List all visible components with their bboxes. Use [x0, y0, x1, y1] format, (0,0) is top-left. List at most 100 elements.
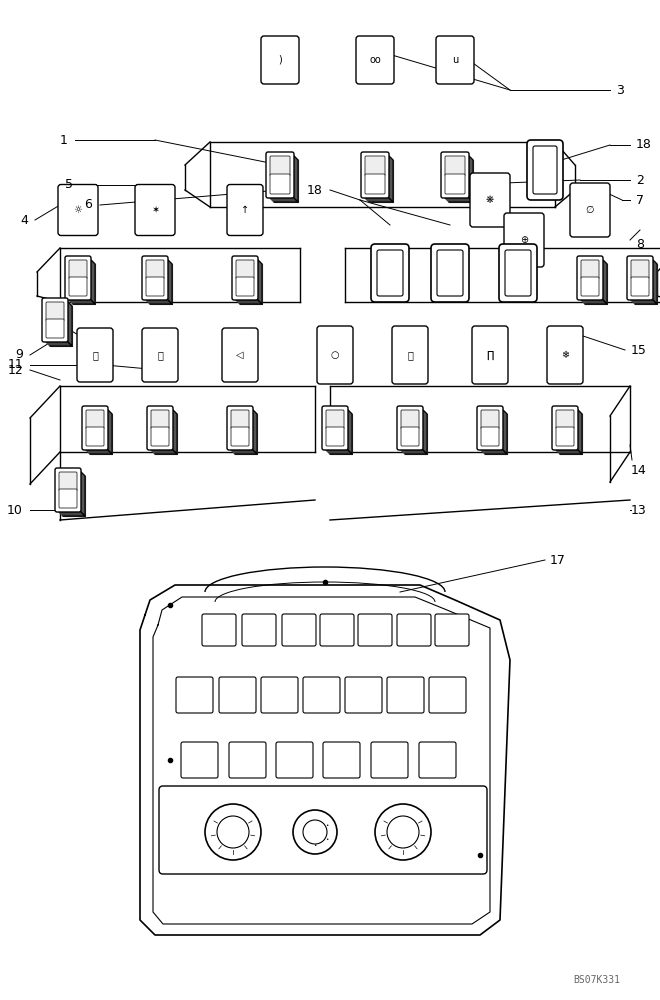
Polygon shape [467, 154, 473, 202]
FancyBboxPatch shape [481, 410, 499, 429]
Text: 7: 7 [636, 194, 644, 207]
Polygon shape [579, 298, 607, 304]
FancyBboxPatch shape [570, 183, 610, 237]
FancyBboxPatch shape [229, 742, 266, 778]
FancyBboxPatch shape [436, 36, 474, 84]
FancyBboxPatch shape [147, 406, 173, 450]
Text: BS07K331: BS07K331 [573, 975, 620, 985]
Polygon shape [240, 264, 262, 304]
FancyBboxPatch shape [477, 406, 503, 450]
Polygon shape [560, 414, 582, 454]
Polygon shape [44, 340, 72, 346]
FancyBboxPatch shape [142, 256, 168, 300]
FancyBboxPatch shape [146, 260, 164, 279]
FancyBboxPatch shape [320, 614, 354, 646]
Polygon shape [268, 196, 298, 202]
FancyBboxPatch shape [270, 174, 290, 194]
FancyBboxPatch shape [151, 427, 169, 446]
FancyBboxPatch shape [441, 152, 469, 198]
Text: •: • [325, 836, 329, 842]
Text: 8: 8 [636, 238, 644, 251]
FancyBboxPatch shape [435, 614, 469, 646]
FancyBboxPatch shape [445, 174, 465, 194]
FancyBboxPatch shape [401, 410, 419, 429]
Polygon shape [66, 300, 72, 346]
Polygon shape [635, 264, 657, 304]
Polygon shape [324, 448, 352, 454]
Polygon shape [67, 298, 95, 304]
Polygon shape [346, 408, 352, 454]
Text: ❋: ❋ [486, 195, 494, 205]
FancyBboxPatch shape [317, 326, 353, 384]
FancyBboxPatch shape [631, 260, 649, 279]
Polygon shape [449, 160, 473, 202]
Text: ◁: ◁ [236, 350, 244, 360]
Polygon shape [443, 196, 473, 202]
Polygon shape [144, 298, 172, 304]
FancyBboxPatch shape [356, 36, 394, 84]
FancyBboxPatch shape [581, 260, 599, 279]
FancyBboxPatch shape [401, 427, 419, 446]
Polygon shape [330, 414, 352, 454]
Text: ∏: ∏ [486, 350, 494, 360]
Polygon shape [106, 408, 112, 454]
Polygon shape [256, 258, 262, 304]
Text: u: u [452, 55, 458, 65]
FancyBboxPatch shape [202, 614, 236, 646]
Polygon shape [399, 448, 427, 454]
FancyBboxPatch shape [387, 677, 424, 713]
Polygon shape [274, 160, 298, 202]
Polygon shape [73, 264, 95, 304]
FancyBboxPatch shape [219, 677, 256, 713]
FancyBboxPatch shape [445, 156, 465, 176]
Text: ): ) [278, 55, 282, 65]
FancyBboxPatch shape [231, 410, 249, 429]
Polygon shape [79, 470, 85, 516]
Text: 5: 5 [65, 178, 73, 192]
FancyBboxPatch shape [146, 277, 164, 296]
Polygon shape [155, 414, 177, 454]
Polygon shape [235, 414, 257, 454]
FancyBboxPatch shape [151, 410, 169, 429]
Text: 3: 3 [616, 84, 624, 97]
Text: ❄: ❄ [561, 350, 569, 360]
FancyBboxPatch shape [326, 410, 344, 429]
FancyBboxPatch shape [323, 742, 360, 778]
Polygon shape [292, 154, 298, 202]
FancyBboxPatch shape [303, 677, 340, 713]
FancyBboxPatch shape [270, 156, 290, 176]
Polygon shape [150, 264, 172, 304]
FancyBboxPatch shape [505, 250, 531, 296]
FancyBboxPatch shape [222, 328, 258, 382]
Polygon shape [89, 258, 95, 304]
FancyBboxPatch shape [181, 742, 218, 778]
Text: 🔊: 🔊 [407, 350, 413, 360]
Polygon shape [57, 510, 85, 516]
FancyBboxPatch shape [236, 260, 254, 279]
Polygon shape [421, 408, 427, 454]
FancyBboxPatch shape [431, 244, 469, 302]
FancyBboxPatch shape [345, 677, 382, 713]
FancyBboxPatch shape [547, 326, 583, 384]
Text: 14: 14 [631, 464, 647, 477]
FancyBboxPatch shape [322, 406, 348, 450]
Polygon shape [651, 258, 657, 304]
FancyBboxPatch shape [242, 614, 276, 646]
FancyBboxPatch shape [69, 277, 87, 296]
FancyBboxPatch shape [429, 677, 466, 713]
Text: 🏔: 🏔 [92, 350, 98, 360]
FancyBboxPatch shape [142, 328, 178, 382]
FancyBboxPatch shape [227, 406, 253, 450]
FancyBboxPatch shape [326, 427, 344, 446]
FancyBboxPatch shape [499, 244, 537, 302]
Polygon shape [585, 264, 607, 304]
FancyBboxPatch shape [527, 140, 563, 200]
FancyBboxPatch shape [365, 174, 385, 194]
FancyBboxPatch shape [631, 277, 649, 296]
FancyBboxPatch shape [276, 742, 313, 778]
FancyBboxPatch shape [556, 410, 574, 429]
FancyBboxPatch shape [135, 184, 175, 235]
Polygon shape [501, 408, 507, 454]
Polygon shape [63, 476, 85, 516]
Polygon shape [50, 306, 72, 346]
